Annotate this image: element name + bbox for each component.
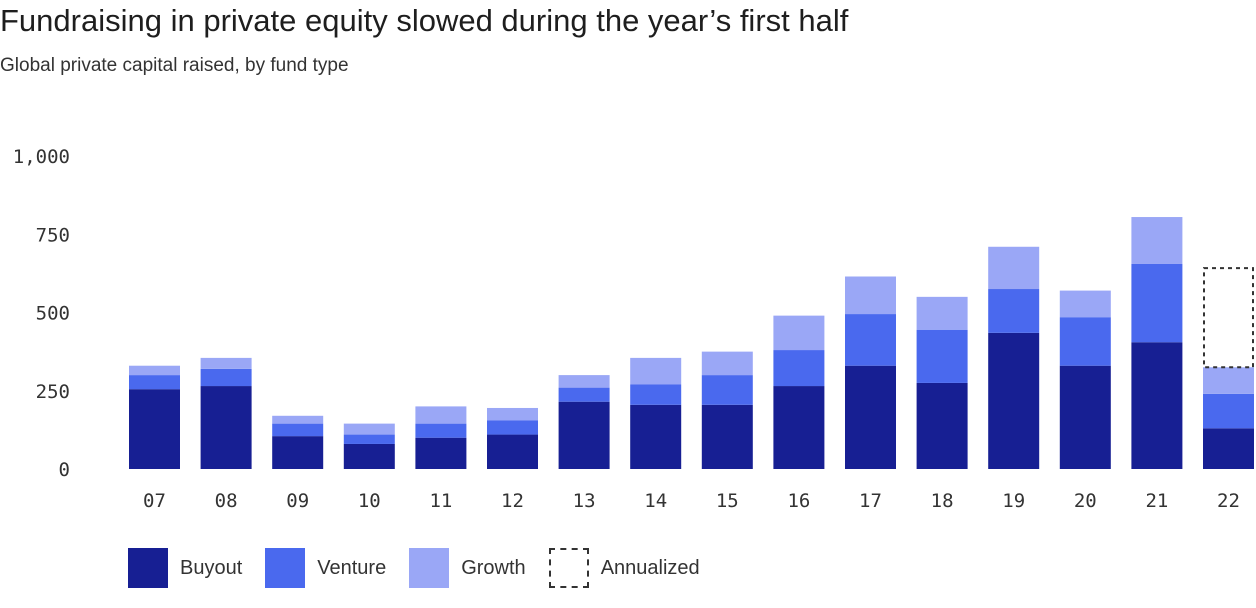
bar-buyout-16 [773,386,825,469]
bar-venture-19 [988,289,1040,333]
bar-venture-14 [630,384,682,405]
bar-venture-10 [343,434,395,444]
bar-buyout-19 [988,332,1040,469]
x-tick-label: 08 [215,490,238,512]
bar-venture-13 [558,387,610,402]
bar-growth-16 [773,315,825,351]
legend-label-buyout: Buyout [180,556,243,579]
bar-buyout-21 [1131,342,1183,469]
x-tick-label: 13 [573,490,596,512]
bar-venture-17 [845,314,896,366]
x-tick-label: 12 [501,490,524,512]
bar-growth-12 [487,407,538,421]
x-tick-label: 22 [1217,490,1240,512]
bar-growth-07 [129,365,180,376]
x-tick-label: 16 [787,490,810,512]
bar-growth-18 [916,296,968,330]
legend-item-annualized: Annualized [548,548,700,588]
bar-annualized-22 [1203,267,1254,369]
y-tick-label: 1,000 [13,146,70,168]
bar-growth-21 [1131,217,1183,264]
bar-buyout-09 [272,436,324,469]
bar-buyout-13 [558,401,610,469]
bar-venture-22 [1203,393,1254,429]
x-tick-label: 11 [429,490,452,512]
bar-growth-10 [343,423,395,435]
bar-growth-15 [701,351,753,376]
y-tick-label: 500 [36,303,70,325]
bar-venture-16 [773,350,825,387]
x-tick-label: 09 [286,490,309,512]
bar-growth-13 [558,375,610,388]
x-tick-label: 19 [1002,490,1025,512]
legend-label-venture: Venture [317,556,387,579]
stacked-bar-chart: 0 250 500 750 1,000 07 08 09 10 11 12 13 14 15 16 17 18 1… [13,146,1254,512]
bar-buyout-15 [701,404,753,469]
bar-buyout-12 [487,434,538,469]
x-tick-label: 14 [644,490,667,512]
chart-legend: Buyout Venture Growth Annualized [128,548,723,588]
legend-label-annualized: Annualized [600,556,700,579]
y-tick-label: 250 [36,381,70,403]
legend-label-growth: Growth [461,556,526,579]
bar-venture-18 [916,329,968,383]
x-tick-label: 15 [716,490,739,512]
bar-growth-22 [1203,367,1254,394]
bar-venture-11 [415,423,467,438]
bar-buyout-14 [630,404,682,469]
y-tick-label: 750 [36,224,70,246]
bar-venture-09 [272,423,324,437]
bar-growth-20 [1059,290,1111,318]
y-tick-label: 0 [59,459,70,481]
bar-venture-21 [1131,263,1183,343]
bar-buyout-08 [200,386,252,469]
legend-item-venture: Venture [265,548,386,588]
bar-venture-12 [487,420,538,435]
bar-buyout-18 [916,382,968,469]
bar-buyout-17 [845,365,896,469]
bar-growth-08 [200,357,252,369]
bar-venture-20 [1059,317,1111,366]
bar-growth-19 [988,246,1040,290]
chart-subtitle: Global private capital raised, by fund t… [0,55,349,76]
bar-venture-07 [129,375,180,390]
bar-growth-17 [845,276,896,315]
bar-buyout-22 [1203,428,1254,469]
legend-item-growth: Growth [409,548,526,588]
bar-growth-14 [630,357,682,385]
legend-item-buyout: Buyout [128,548,242,588]
legend-swatch-growth [409,548,450,588]
x-tick-label: 21 [1145,490,1168,512]
x-tick-label: 10 [358,490,381,512]
bar-buyout-20 [1059,365,1111,469]
bar-venture-15 [701,375,753,405]
x-tick-label: 18 [931,490,954,512]
bar-buyout-07 [129,389,180,469]
legend-swatch-annualized [548,548,589,588]
bar-buyout-11 [415,437,467,469]
bar-venture-08 [200,368,252,387]
x-tick-label: 17 [859,490,882,512]
legend-swatch-venture [265,548,306,588]
x-tick-label: 07 [143,490,166,512]
bar-growth-11 [415,406,467,424]
chart-title: Fundraising in private equity slowed dur… [0,3,849,38]
x-tick-label: 20 [1074,490,1097,512]
legend-swatch-buyout [128,548,168,588]
bar-growth-09 [272,415,324,424]
bar-buyout-10 [343,443,395,469]
